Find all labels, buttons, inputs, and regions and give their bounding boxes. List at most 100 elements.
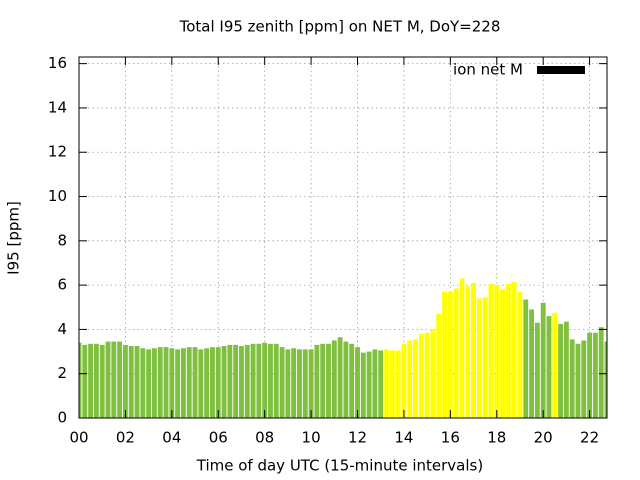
bar (459, 278, 465, 418)
bar (198, 349, 204, 418)
bar (401, 343, 407, 418)
bar (424, 332, 430, 418)
bar (0, 355, 5, 418)
bar (505, 284, 511, 418)
grid (78, 57, 607, 419)
bar (442, 291, 447, 418)
bar (413, 339, 418, 418)
bar (221, 346, 227, 418)
bar (291, 348, 297, 418)
x-tick-label: 06 (209, 429, 228, 447)
y-tick-label: 6 (57, 276, 67, 294)
y-tick-label: 10 (48, 187, 67, 205)
bar (372, 349, 378, 418)
bar (239, 346, 244, 418)
bar (279, 347, 285, 418)
bar (134, 346, 140, 418)
x-tick-label: 22 (580, 429, 599, 447)
bar (308, 349, 314, 418)
bar (494, 285, 500, 418)
bar (93, 343, 99, 418)
bar (99, 344, 105, 418)
bar (488, 284, 494, 418)
bar (186, 347, 192, 418)
bar (233, 344, 239, 418)
bar (122, 344, 128, 418)
bar (169, 348, 175, 418)
bar (598, 327, 604, 418)
bar (360, 352, 366, 418)
bar (79, 342, 82, 418)
bar (389, 350, 395, 418)
bar (244, 344, 250, 418)
x-axis-label: Time of day UTC (15-minute intervals) (196, 457, 483, 475)
bar (552, 312, 558, 418)
x-tick-label: 16 (441, 429, 460, 447)
x-tick-label: 14 (394, 429, 413, 447)
bar (511, 281, 517, 418)
x-tick-label: 10 (302, 429, 321, 447)
bar (157, 347, 163, 418)
bar (0, 352, 5, 418)
bar (500, 289, 505, 418)
y-tick-label: 2 (57, 364, 67, 382)
bar (453, 288, 459, 418)
legend-swatch (537, 66, 585, 74)
bar (430, 329, 436, 418)
bar (285, 349, 291, 418)
bar (181, 348, 186, 418)
bar (471, 282, 476, 418)
bar (268, 343, 273, 418)
y-tick-label: 8 (57, 231, 67, 249)
bar (587, 332, 593, 418)
bar (355, 347, 360, 418)
bar (192, 347, 198, 418)
x-tick-label: 18 (487, 429, 506, 447)
bar (82, 344, 88, 418)
x-tick-label: 12 (348, 429, 367, 447)
x-tick-label: 00 (69, 429, 88, 447)
bar (331, 340, 337, 418)
x-tick-label: 20 (534, 429, 553, 447)
bar (0, 339, 5, 418)
bar (546, 316, 552, 418)
bar (88, 343, 94, 418)
bar (0, 344, 5, 418)
bars (0, 278, 607, 418)
bar (534, 322, 540, 418)
bar (558, 323, 564, 418)
bar (256, 343, 262, 418)
bar (273, 343, 279, 418)
bar (146, 349, 152, 418)
bar (465, 286, 471, 418)
bar (111, 341, 117, 418)
bar (482, 297, 488, 418)
bar (175, 349, 181, 418)
bar (418, 333, 424, 418)
y-axis-label: I95 [ppm] (5, 201, 23, 275)
bar (210, 347, 215, 418)
y-tick-label: 14 (48, 98, 67, 116)
y-tick-label: 12 (48, 143, 67, 161)
bar (227, 344, 233, 418)
bar (128, 346, 134, 418)
bar (326, 343, 331, 418)
bar (395, 350, 401, 418)
bar (204, 348, 210, 418)
bar (447, 291, 453, 418)
bar (575, 343, 581, 418)
bar (436, 313, 442, 418)
bar (0, 338, 5, 418)
bar (529, 309, 535, 418)
bar (604, 341, 607, 418)
bar (0, 345, 5, 418)
bar (215, 347, 221, 418)
bar (592, 332, 598, 418)
bar (540, 302, 546, 418)
bar (314, 344, 320, 418)
bar (0, 345, 5, 418)
bar (262, 342, 268, 418)
bar (0, 347, 5, 418)
x-tick-label: 04 (162, 429, 181, 447)
